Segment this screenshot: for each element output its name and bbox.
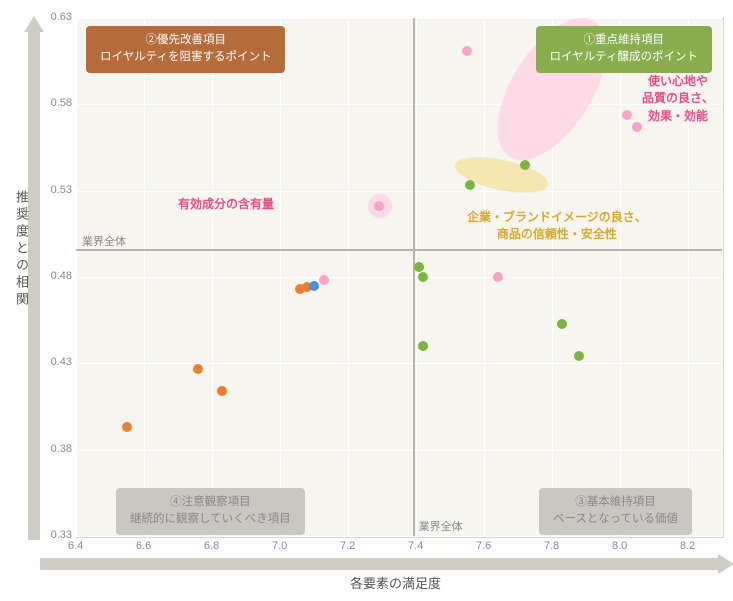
grid-line-y — [76, 104, 722, 105]
x-axis-arrow-head — [718, 554, 733, 574]
quadrant-label: ④注意観察項目 継続的に観察していくべき項目 — [116, 488, 305, 535]
data-point — [319, 275, 329, 285]
y-tick: 0.33 — [51, 529, 72, 541]
industry-label-bottom: 業界全体 — [419, 518, 463, 534]
x-tick: 6.8 — [204, 540, 219, 552]
data-point — [309, 281, 319, 291]
data-point — [622, 110, 632, 120]
grid-line-y — [76, 191, 722, 192]
grid-line-y — [76, 450, 722, 451]
callout-label: 有効成分の含有量 — [178, 196, 274, 213]
data-point — [414, 262, 424, 272]
data-point — [557, 319, 567, 329]
grid-line-y — [76, 363, 722, 364]
y-tick: 0.48 — [51, 270, 72, 282]
data-point — [217, 386, 227, 396]
callout-label: 使い心地や 品質の良さ、 効果・効能 — [642, 73, 714, 125]
x-axis-title: 各要素の満足度 — [350, 573, 441, 592]
quadrant-scatter-chart: 推奨度との相関 各要素の満足度 6.4 6.6 6.8 7.0 7.2 7.4 7.6 7.8… — [10, 10, 733, 591]
grid-line-y — [76, 18, 722, 19]
x-tick: 7.0 — [272, 540, 287, 552]
data-point — [632, 122, 642, 132]
x-tick: 7.4 — [408, 540, 423, 552]
x-tick: 6.6 — [136, 540, 151, 552]
quadrant-label: ③基本維持項目 ベースとなっている価値 — [539, 488, 692, 535]
x-tick: 8.0 — [612, 540, 627, 552]
y-tick: 0.38 — [51, 443, 72, 455]
data-point — [574, 351, 584, 361]
x-tick: 7.6 — [476, 540, 491, 552]
y-tick: 0.43 — [51, 356, 72, 368]
y-tick: 0.58 — [51, 97, 72, 109]
center-line-vertical — [413, 18, 415, 536]
data-point — [418, 272, 428, 282]
data-point — [122, 422, 132, 432]
y-tick: 0.63 — [51, 11, 72, 23]
data-point — [374, 201, 384, 211]
industry-label-left: 業界全体 — [82, 233, 126, 249]
x-tick: 6.4 — [68, 540, 83, 552]
y-axis-title: 推奨度との相関 — [12, 190, 31, 309]
x-tick: 8.2 — [680, 540, 695, 552]
quadrant-label: ①重点維持項目 ロイヤルティ醸成のポイント — [536, 26, 712, 73]
callout-label: 企業・ブランドイメージの良さ、 商品の信頼性・安全性 — [467, 209, 647, 244]
x-tick: 7.2 — [340, 540, 355, 552]
data-point — [520, 160, 530, 170]
x-axis-arrow-shaft — [40, 558, 720, 570]
grid-line-y — [76, 536, 722, 537]
data-point — [493, 272, 503, 282]
data-point — [462, 46, 472, 56]
grid-line-y — [76, 277, 722, 278]
y-tick: 0.53 — [51, 184, 72, 196]
data-point — [465, 180, 475, 190]
y-axis-arrow-head — [24, 16, 44, 32]
quadrant-label: ②優先改善項目 ロイヤルティを阻害するポイント — [86, 26, 285, 73]
x-tick: 7.8 — [544, 540, 559, 552]
plot-area — [76, 18, 724, 538]
data-point — [418, 341, 428, 351]
data-point — [193, 364, 203, 374]
center-line-horizontal — [76, 249, 722, 251]
